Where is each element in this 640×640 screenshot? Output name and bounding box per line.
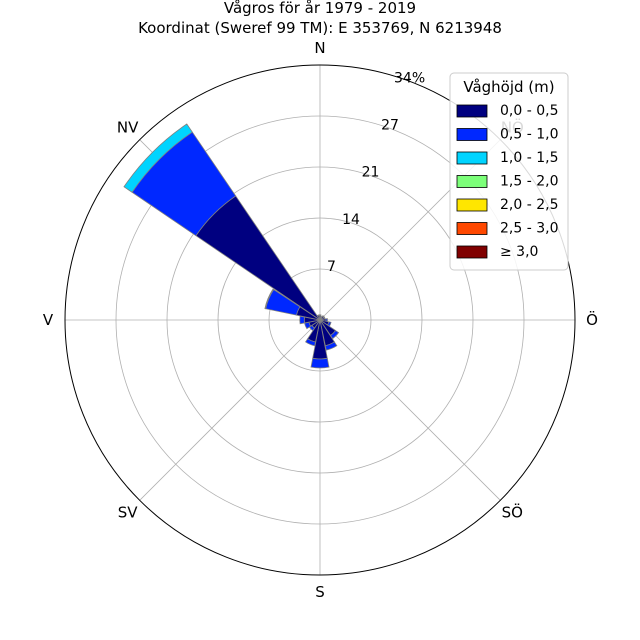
radial-tick-labels: 7 14 21 27 34% bbox=[327, 70, 425, 274]
bar-segment-SSÖ-1 bbox=[324, 341, 338, 351]
radial-tick-label: 7 bbox=[327, 259, 336, 275]
legend-label: 2,5 - 3,0 bbox=[500, 221, 558, 237]
legend-label: 0,5 - 1,0 bbox=[500, 127, 558, 143]
chart-subtitle: Koordinat (Sweref 99 TM): E 353769, N 62… bbox=[138, 19, 502, 37]
radial-tick-label: 27 bbox=[381, 118, 399, 134]
legend-label: ≥ 3,0 bbox=[500, 244, 538, 260]
legend-swatch bbox=[456, 245, 488, 259]
legend-label: 1,0 - 1,5 bbox=[500, 150, 558, 166]
direction-label-Ö: Ö bbox=[586, 310, 598, 329]
bar-segment-V-1 bbox=[299, 315, 305, 325]
legend-label: 1,5 - 2,0 bbox=[500, 174, 558, 190]
legend-label: 2,0 - 2,5 bbox=[500, 197, 558, 213]
direction-label-V: V bbox=[43, 311, 54, 329]
grid-spoke bbox=[319, 319, 501, 501]
radial-tick-label: 14 bbox=[342, 212, 360, 228]
bar-segment-NV-2 bbox=[123, 123, 193, 193]
legend-box bbox=[449, 72, 569, 271]
bar-segment-SSV-1 bbox=[305, 338, 316, 347]
direction-label-SV: SV bbox=[118, 503, 139, 521]
legend-swatch bbox=[456, 104, 488, 118]
direction-label-NV: NV bbox=[117, 119, 139, 137]
legend-swatch bbox=[456, 151, 488, 165]
legend-title: Våghöjd (m) bbox=[463, 78, 554, 96]
bar-segment-NNV-1 bbox=[316, 314, 320, 317]
grid-spoke bbox=[139, 319, 321, 501]
radial-tick-label: 21 bbox=[362, 165, 380, 181]
legend-swatch bbox=[456, 175, 488, 188]
direction-label-N: N bbox=[314, 39, 325, 57]
legend-label: 0,0 - 0,5 bbox=[500, 103, 558, 119]
bar-segment-S-1 bbox=[310, 357, 330, 369]
legend-swatch bbox=[456, 222, 488, 235]
legend-swatch bbox=[456, 198, 488, 212]
legend-swatch bbox=[456, 128, 488, 141]
bar-segment-NV-0 bbox=[195, 195, 321, 321]
radial-tick-label: 34% bbox=[394, 70, 425, 86]
outer-ring bbox=[64, 64, 576, 576]
bar-segment-VNV-2 bbox=[264, 288, 275, 310]
legend: Våghöjd (m) 0,0 - 0,5 0,5 - 1,0 1,0 - 1,5 1,… bbox=[449, 72, 569, 271]
windrose-bars bbox=[123, 123, 340, 369]
chart-title: Vågros för år 1979 - 2019 bbox=[223, 0, 417, 17]
direction-label-SÖ: SÖ bbox=[502, 502, 523, 521]
direction-label-S: S bbox=[315, 583, 325, 601]
